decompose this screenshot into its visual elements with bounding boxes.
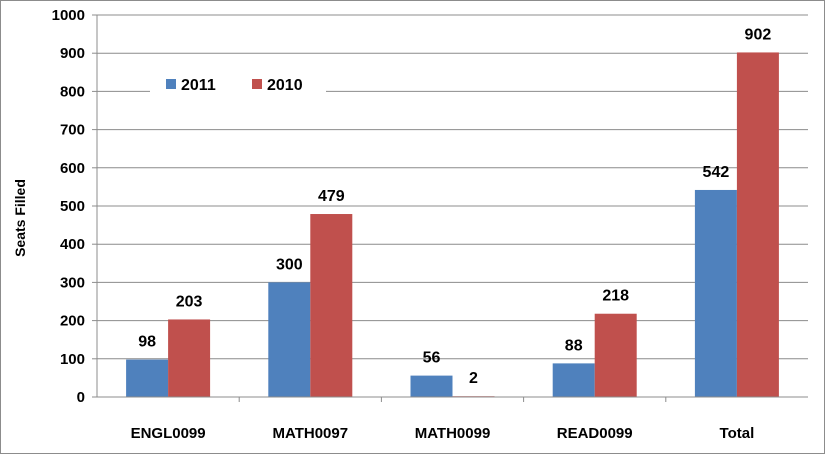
y-tick-label: 800: [60, 83, 85, 100]
bar-2010-total: [736, 52, 779, 397]
data-label: 98: [138, 334, 156, 351]
bars: [126, 52, 779, 397]
legend-label-2011: 2011: [181, 77, 216, 94]
bar-2011-engl0099: [126, 359, 169, 397]
data-label: 902: [745, 26, 772, 43]
y-tick-label: 400: [60, 236, 85, 253]
y-tick-label: 700: [60, 122, 85, 139]
legend-swatch-2010: [252, 79, 262, 89]
bar-2010-engl0099: [168, 319, 211, 397]
y-tick-label: 300: [60, 274, 85, 291]
legend: 2011 2010: [150, 66, 326, 106]
data-label: 203: [176, 293, 203, 310]
data-labels: 98 203 300 479 56 2 88 218 542 902: [138, 26, 771, 387]
x-tick-label: MATH0097: [273, 425, 349, 442]
x-tick-label: READ0099: [557, 425, 633, 442]
data-label: 2: [469, 370, 478, 387]
y-tick-label: 100: [60, 351, 85, 368]
bar-2010-read0099: [594, 313, 637, 397]
y-tick-label: 600: [60, 160, 85, 177]
data-label: 479: [318, 188, 345, 205]
legend-background: [150, 66, 326, 106]
y-tick-label: 1000: [52, 7, 85, 24]
legend-swatch-2011: [166, 79, 176, 89]
bar-2011-math0097: [268, 282, 311, 397]
x-tick-label: Total: [720, 425, 755, 442]
data-label: 300: [276, 256, 303, 273]
y-axis-label: Seats Filled: [12, 179, 28, 257]
x-tick-label: MATH0099: [415, 425, 491, 442]
bar-2010-math0097: [310, 214, 353, 397]
data-label: 88: [565, 337, 583, 354]
bar-2011-total: [694, 189, 737, 397]
gridlines: [97, 14, 808, 360]
y-tick-label: 500: [60, 198, 85, 215]
data-label: 56: [423, 350, 441, 367]
data-label: 542: [703, 164, 730, 181]
x-tick-label: ENGL0099: [131, 425, 206, 442]
y-tick-label: 200: [60, 313, 85, 330]
bar-2011-read0099: [552, 363, 595, 397]
legend-label-2010: 2010: [267, 77, 303, 94]
bar-2011-math0099: [410, 375, 453, 397]
y-tick-label: 0: [77, 389, 85, 406]
x-axis-ticks: ENGL0099 MATH0097 MATH0099 READ0099 Total: [131, 397, 755, 442]
data-label: 218: [602, 288, 629, 305]
y-axis-ticks: 0 100 200 300 400 500 600 700 800 900 1000: [52, 7, 97, 406]
y-tick-label: 900: [60, 45, 85, 62]
